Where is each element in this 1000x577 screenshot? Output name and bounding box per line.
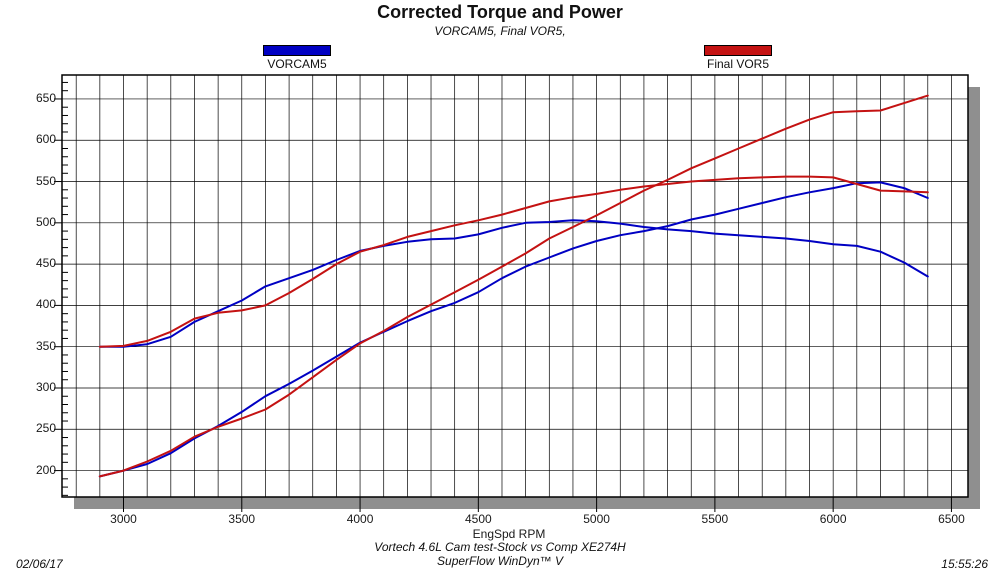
x-tick-label-5000: 5000 — [583, 512, 610, 526]
plot-background — [62, 75, 968, 497]
curve-vorcam5-torque — [98, 219, 929, 348]
y-tick-label-500: 500 — [35, 214, 56, 229]
legend-item-vorcam5: VORCAM5 — [242, 45, 352, 71]
x-tick-label-4000: 4000 — [346, 512, 374, 526]
footer-time: 15:55:26 — [941, 557, 988, 571]
y-tick-label-400: 400 — [35, 297, 56, 312]
x-tick-label-4500: 4500 — [464, 512, 492, 526]
legend-swatch-blue — [263, 45, 331, 56]
y-tick-label-450: 450 — [35, 256, 56, 271]
legend-item-final-vor5: Final VOR5 — [683, 45, 793, 71]
footer-software-name: SuperFlow WinDyn™ V — [437, 554, 563, 568]
footer-test-title: Vortech 4.6L Cam test-Stock vs Comp XE27… — [374, 540, 626, 554]
x-tick-label-5500: 5500 — [701, 512, 729, 526]
x-tick-label-6000: 6000 — [819, 512, 847, 526]
legend-label-final-vor5: Final VOR5 — [706, 57, 770, 71]
legend-label-vorcam5: VORCAM5 — [267, 57, 327, 71]
plot-frame — [61, 74, 969, 498]
y-tick-label-250: 250 — [35, 421, 56, 436]
y-tick-label-650: 650 — [35, 90, 56, 105]
x-tick-label-6500: 6500 — [938, 512, 965, 526]
y-tick-label-350: 350 — [35, 338, 56, 353]
footer-date: 02/06/17 — [16, 557, 63, 571]
x-tick-label-3500: 3500 — [228, 512, 256, 526]
y-tick-label-600: 600 — [35, 132, 56, 147]
x-axis-title: EngSpd RPM — [472, 527, 546, 541]
chart-subtitle: VORCAM5, Final VOR5, — [434, 24, 566, 38]
y-tick-label-300: 300 — [35, 379, 56, 394]
curve-final-vor5-torque — [98, 175, 929, 348]
curve-vorcam5-power — [98, 181, 929, 478]
legend-swatch-red — [704, 45, 772, 56]
curve-final-vor5-power — [98, 94, 929, 478]
chart-title: Corrected Torque and Power — [377, 2, 623, 22]
y-tick-label-550: 550 — [35, 173, 56, 188]
y-tick-label-200: 200 — [35, 462, 56, 477]
x-tick-label-3000: 3000 — [110, 512, 137, 526]
